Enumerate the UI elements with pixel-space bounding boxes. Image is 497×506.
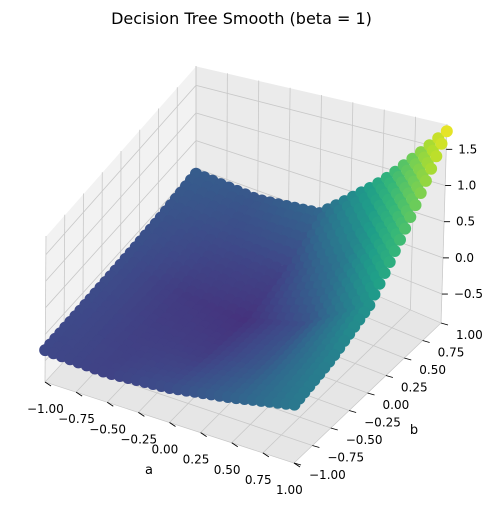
y-tick-mark (312, 445, 320, 448)
z-axis: −0.5 0.0 0.5 1.0 1.5 (441, 142, 483, 301)
x-axis-label: a (145, 463, 153, 478)
y-tick-label: −0.75 (327, 451, 364, 465)
x-tick-mark (107, 401, 114, 407)
x-tick-mark (231, 442, 238, 448)
y-tick-label: −1.00 (309, 468, 346, 482)
y-tick-label: 0.50 (419, 363, 446, 377)
data-point (394, 233, 406, 246)
data-point (430, 150, 443, 163)
data-point (419, 174, 432, 187)
y-tick-mark (367, 392, 375, 396)
x-tick-label: −0.50 (89, 422, 126, 436)
x-tick-mark (44, 381, 52, 387)
x-tick-mark (200, 432, 207, 437)
x-tick-label: 0.00 (152, 443, 179, 457)
x-axis: −1.00−0.75−0.50−0.250.00 0.25 0.50 0.75 1.00… (27, 381, 303, 497)
z-tick-label: −0.5 (454, 287, 483, 301)
z-tick-label: 0.0 (455, 251, 474, 265)
y-tick-label: 0.25 (401, 381, 428, 395)
data-point (414, 187, 427, 199)
y-tick-label: 0.75 (438, 346, 465, 360)
data-point (425, 162, 438, 175)
data-point (383, 256, 396, 268)
data-point (409, 199, 422, 212)
y-axis-label: b (410, 423, 418, 438)
x-tick-mark (138, 412, 145, 417)
y-tick-mark (330, 427, 338, 431)
data-point (440, 125, 453, 138)
y-side-grid-line (44, 235, 47, 383)
x-tick-label: −1.00 (27, 402, 64, 416)
data-point (404, 211, 417, 223)
data-point (399, 222, 412, 235)
x-tick-label: −0.25 (120, 432, 157, 446)
z-grid-line (45, 112, 446, 282)
x-tick-mark (75, 391, 83, 397)
x-tick-label: 0.25 (183, 453, 210, 467)
y-tick-mark (349, 410, 357, 413)
y-tick-mark (293, 462, 302, 466)
x-tick-mark (169, 422, 176, 427)
y-tick-mark (385, 375, 393, 378)
y-tick-mark (404, 357, 412, 361)
data-points (39, 125, 453, 411)
x-tick-label: 0.75 (245, 473, 272, 487)
z-tick-label: 1.0 (457, 179, 476, 193)
y-tick-mark (440, 322, 449, 326)
data-point (388, 245, 401, 257)
x-tick-label: 1.00 (276, 483, 303, 497)
x-back-grid-line (440, 123, 448, 324)
y-tick-label: 0.00 (383, 398, 410, 412)
data-point (373, 277, 386, 290)
y-tick-label: −0.50 (346, 433, 383, 447)
x-tick-label: −0.75 (58, 412, 95, 426)
data-point (435, 137, 448, 150)
y-tick-label: −0.25 (364, 416, 401, 430)
z-grid-line (45, 84, 447, 255)
z-tick-label: 0.5 (456, 215, 475, 229)
data-point (368, 288, 381, 301)
x-tick-mark (262, 452, 270, 458)
y-tick-label: 1.00 (456, 328, 483, 342)
z-tick-label: 1.5 (458, 142, 477, 156)
x-tick-label: 0.50 (214, 463, 241, 477)
data-point (378, 267, 391, 279)
data-point (288, 398, 301, 411)
y-axis: −1.00 −0.75 −0.50 −0.25 0.00 0.25 0.50 0.75 1.00… (293, 322, 483, 482)
y-tick-mark (422, 340, 430, 343)
chart-title: Decision Tree Smooth (beta = 1) (111, 9, 372, 28)
